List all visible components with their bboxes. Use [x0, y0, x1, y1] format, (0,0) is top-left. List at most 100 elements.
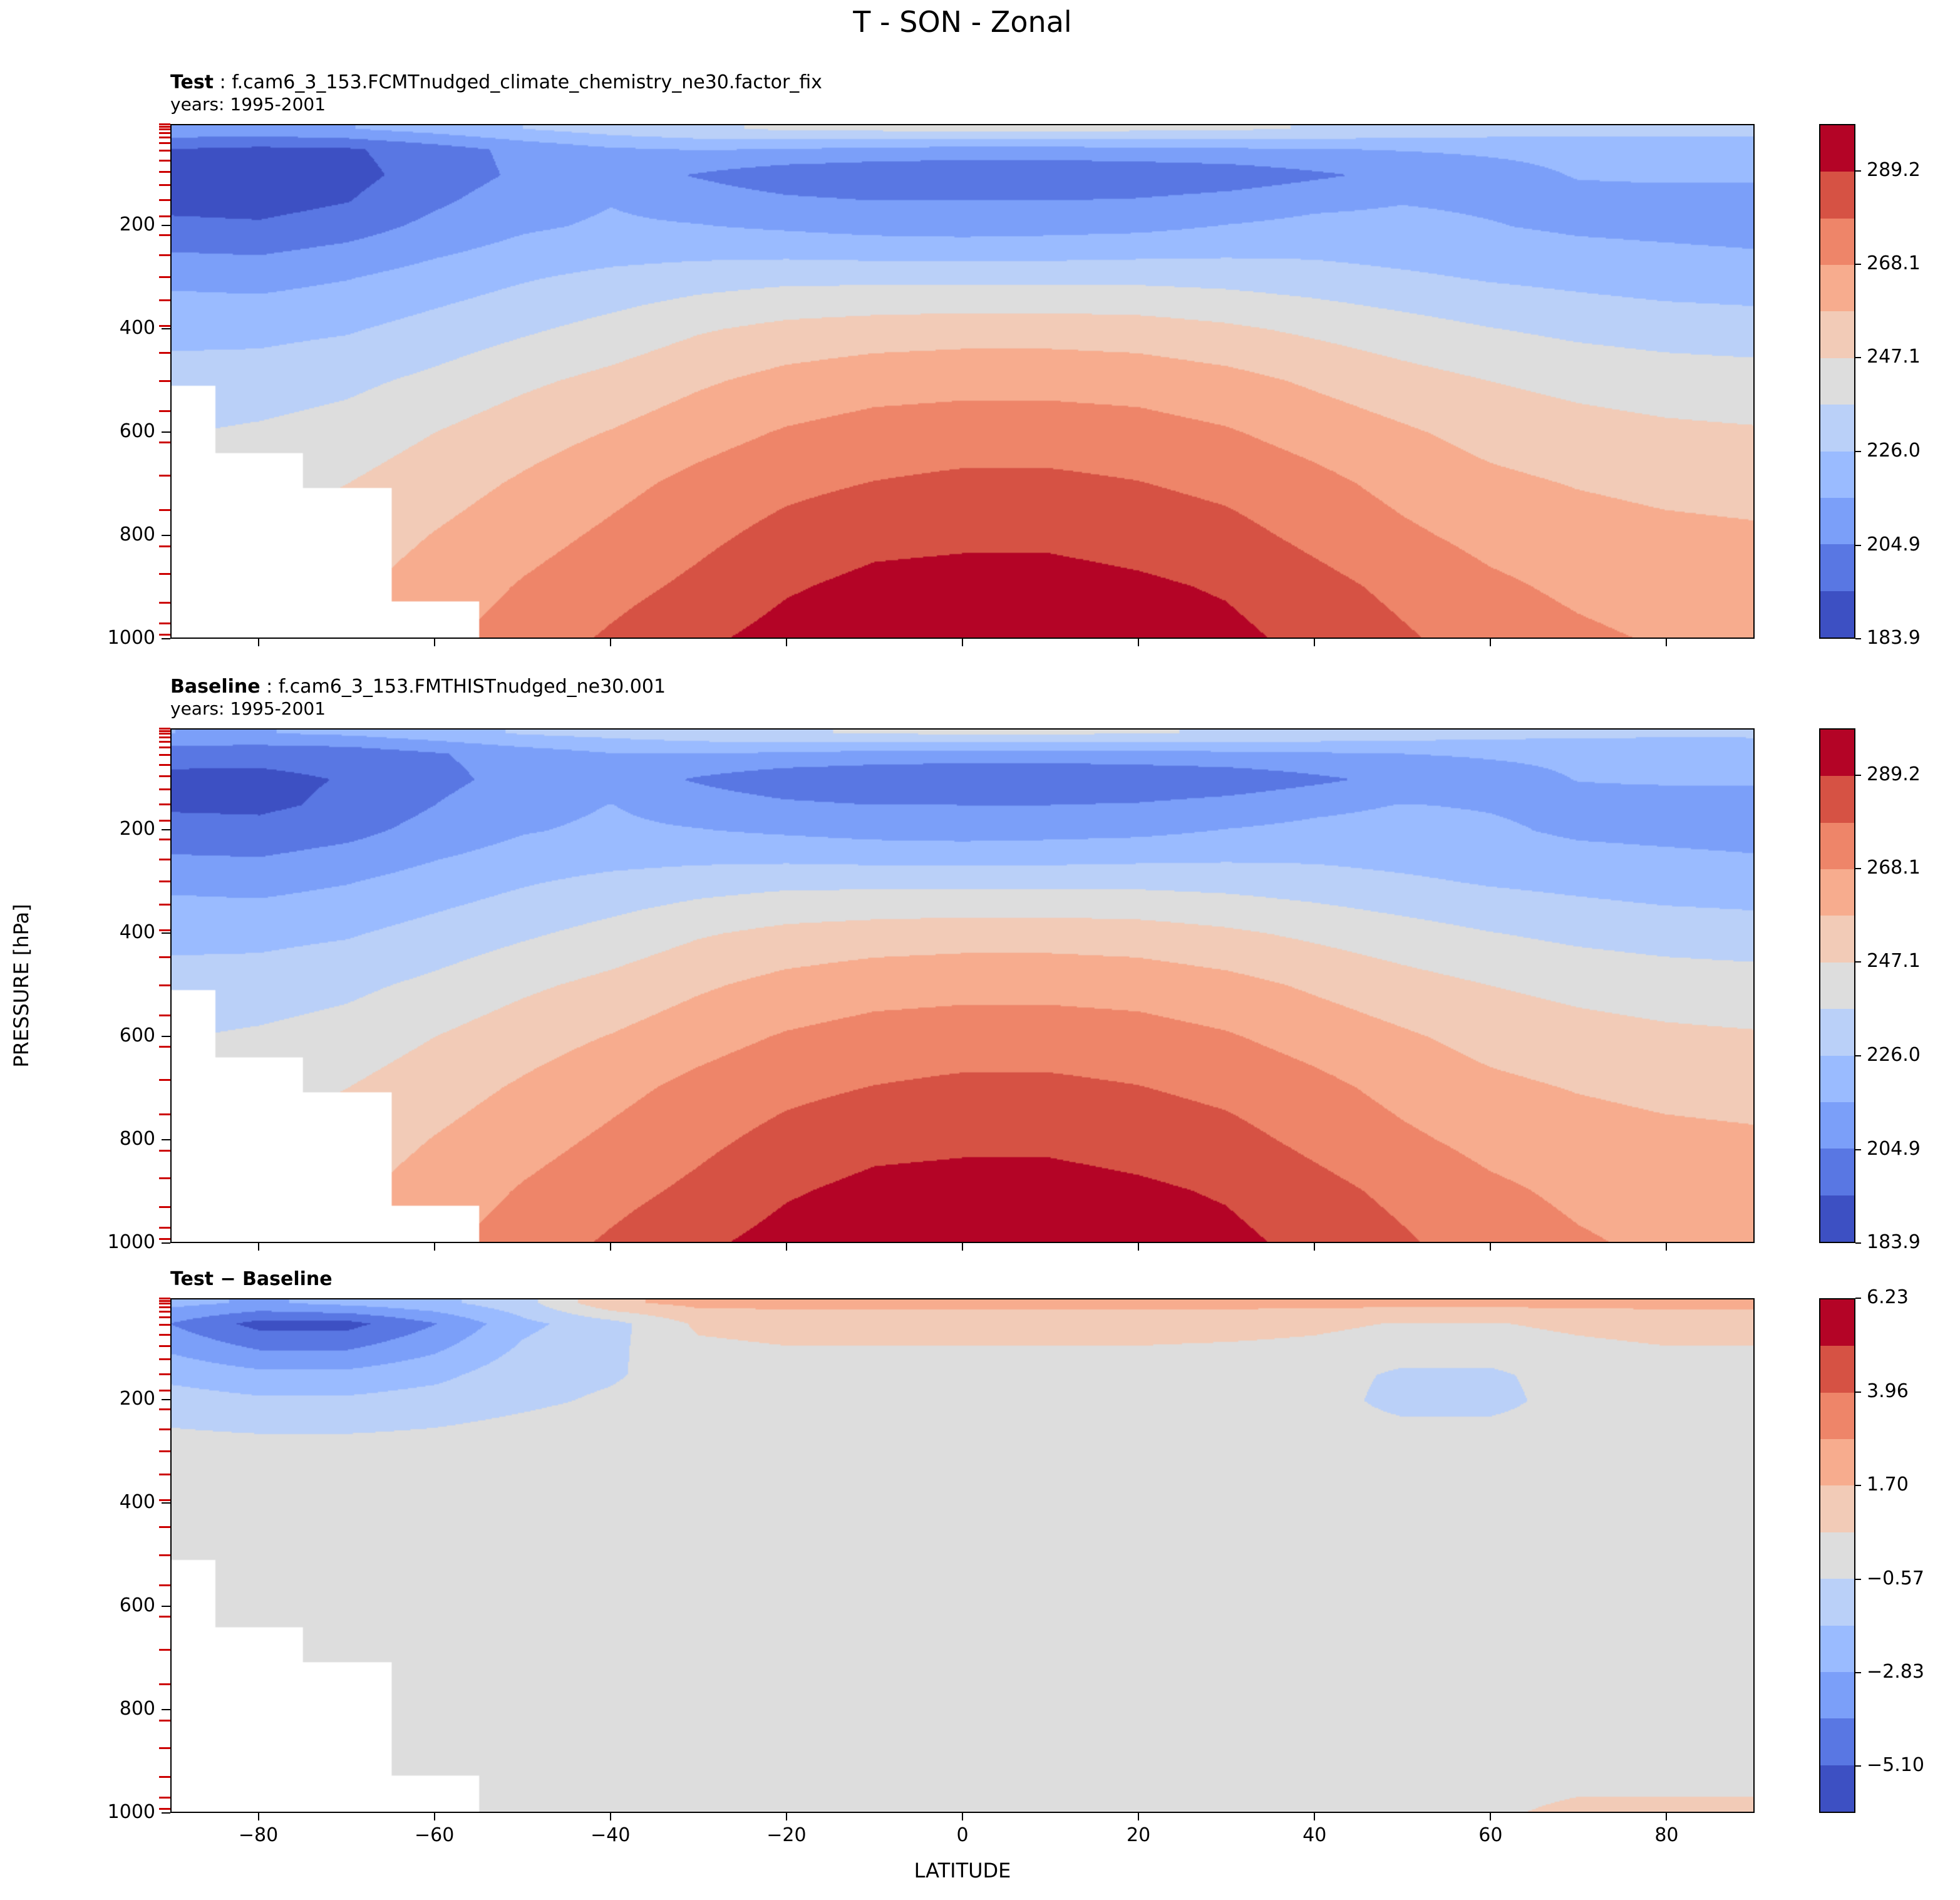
- y-tick-mark: [162, 1036, 170, 1038]
- x-tick-label: −40: [591, 1824, 631, 1846]
- diff-contour-canvas: [172, 1299, 1753, 1812]
- x-tick-mark: [1138, 639, 1140, 646]
- x-tick-label: 40: [1302, 1824, 1327, 1846]
- colorbar-tick-mark: [1855, 961, 1861, 963]
- colorbar-segment: [1820, 869, 1854, 916]
- colorbar-segment: [1820, 822, 1854, 870]
- colorbar-tick-mark: [1855, 1578, 1861, 1580]
- x-tick-label: −80: [238, 1824, 279, 1846]
- colorbar-tick-label: 183.9: [1867, 627, 1921, 649]
- y-tick-label: 800: [119, 524, 155, 546]
- colorbar-tick-label: 226.0: [1867, 440, 1921, 462]
- model-level-tick: [159, 1310, 170, 1313]
- colorbar-tick-label: −0.57: [1867, 1567, 1924, 1589]
- y-tick-mark: [162, 535, 170, 537]
- panel-test: Test : f.cam6_3_153.FCMTnudged_climate_c…: [0, 71, 1960, 649]
- colorbar-bar: [1819, 1298, 1855, 1813]
- y-tick-mark: [162, 1709, 170, 1711]
- colorbar-segment: [1820, 1009, 1854, 1056]
- x-tick-mark: [962, 1813, 963, 1820]
- x-tick-mark: [785, 1243, 787, 1251]
- colorbar-segment: [1820, 1439, 1854, 1486]
- colorbar-tick-mark: [1855, 170, 1861, 172]
- x-axis-label: LATITUDE: [914, 1859, 1011, 1882]
- x-tick-mark: [433, 1243, 435, 1251]
- colorbar-tick-label: 289.2: [1867, 763, 1921, 785]
- colorbar-segment: [1820, 962, 1854, 1009]
- panel-baseline-years: years: 1995-2001: [170, 698, 326, 719]
- model-level-tick: [159, 728, 170, 730]
- colorbar-bar: [1819, 728, 1855, 1243]
- panel-diff-caption-type: Test − Baseline: [170, 1268, 333, 1290]
- model-level-tick: [159, 820, 170, 822]
- model-level-tick: [159, 299, 170, 302]
- colorbar-tick-label: 247.1: [1867, 950, 1921, 973]
- model-level-tick: [159, 633, 170, 636]
- colorbar-segment: [1820, 1671, 1854, 1719]
- model-level-tick: [159, 880, 170, 882]
- model-level-tick: [159, 1775, 170, 1778]
- x-tick-label: 0: [956, 1824, 969, 1846]
- y-tick-label: 1000: [107, 1801, 155, 1823]
- model-level-tick: [159, 380, 170, 383]
- colorbar-tick-label: 268.1: [1867, 857, 1921, 879]
- y-tick-mark: [162, 1502, 170, 1504]
- model-level-tick: [159, 171, 170, 173]
- model-level-tick: [159, 1390, 170, 1392]
- model-level-tick: [159, 764, 170, 767]
- colorbar-tick-label: 226.0: [1867, 1044, 1921, 1066]
- y-tick-label: 200: [119, 818, 155, 840]
- model-level-tick: [159, 1408, 170, 1410]
- model-level-tick: [159, 1306, 170, 1308]
- colorbar-segment: [1820, 1485, 1854, 1532]
- model-level-tick: [159, 410, 170, 412]
- baseline-contour-canvas: [172, 730, 1753, 1242]
- model-level-tick: [159, 215, 170, 218]
- colorbar-tick-mark: [1855, 1765, 1861, 1767]
- colorbar-segment: [1820, 776, 1854, 823]
- y-tick-mark: [162, 1606, 170, 1608]
- x-tick-mark: [1490, 1813, 1492, 1820]
- panel-test-caption-type: Test: [170, 71, 214, 93]
- x-tick-mark: [1314, 1243, 1316, 1251]
- model-level-tick: [159, 136, 170, 138]
- colorbar-tick-label: 1.70: [1867, 1473, 1909, 1495]
- colorbar-tick-label: 268.1: [1867, 252, 1921, 275]
- x-tick-mark: [609, 1813, 611, 1820]
- model-level-tick: [159, 838, 170, 840]
- colorbar-tick-label: 6.23: [1867, 1286, 1909, 1308]
- model-level-tick: [159, 601, 170, 604]
- colorbar-segment: [1820, 1532, 1854, 1579]
- y-tick-mark: [162, 638, 170, 639]
- y-tick-label: 800: [119, 1698, 155, 1720]
- model-level-tick: [159, 1206, 170, 1208]
- panel-baseline: Baseline : f.cam6_3_153.FMTHISTnudged_ne…: [0, 676, 1960, 1253]
- model-level-tick: [159, 234, 170, 236]
- y-tick-label: 600: [119, 420, 155, 443]
- x-tick-mark: [257, 639, 259, 646]
- model-level-tick: [159, 730, 170, 732]
- colorbar-segment: [1820, 591, 1854, 638]
- colorbar-tick-label: 247.1: [1867, 346, 1921, 368]
- model-level-tick: [159, 351, 170, 354]
- colorbar-tick-mark: [1855, 1242, 1861, 1244]
- colorbar-tick-mark: [1855, 451, 1861, 453]
- panel-diff: Test − Baseline 200 400 600 800 1000 −80 −60 −4…: [0, 1268, 1960, 1846]
- y-tick-mark: [162, 932, 170, 934]
- model-level-tick: [159, 1298, 170, 1300]
- model-level-tick: [159, 775, 170, 778]
- panel-baseline-caption-type: Baseline: [170, 676, 260, 698]
- colorbar-tick-label: 289.2: [1867, 158, 1921, 181]
- x-tick-mark: [785, 639, 787, 646]
- model-level-tick: [159, 254, 170, 256]
- model-level-tick: [159, 1796, 170, 1799]
- figure-title: T - SON - Zonal: [853, 5, 1072, 39]
- colorbar-tick-mark: [1855, 1149, 1861, 1150]
- model-level-tick: [159, 1345, 170, 1348]
- x-tick-mark: [1138, 1813, 1140, 1820]
- model-level-tick: [159, 1302, 170, 1304]
- panel-baseline-caption: Baseline : f.cam6_3_153.FMTHISTnudged_ne…: [170, 676, 666, 698]
- x-tick-mark: [257, 1813, 259, 1820]
- model-level-tick: [159, 1046, 170, 1048]
- panel-test-caption: Test : f.cam6_3_153.FCMTnudged_climate_c…: [170, 71, 822, 93]
